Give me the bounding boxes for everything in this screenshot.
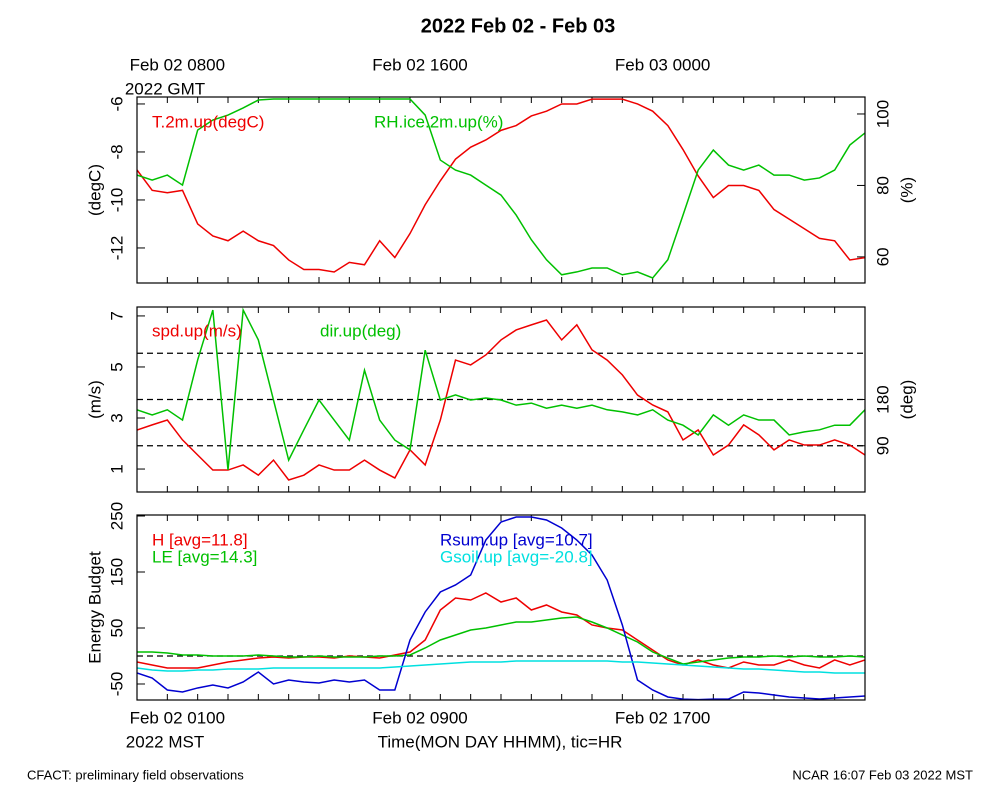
y2-tick-label: 90 <box>873 436 892 455</box>
y-tick-label: -6 <box>107 96 126 111</box>
plot-frame <box>136 96 866 284</box>
series-line <box>137 592 865 669</box>
x-axis-label: Time(MON DAY HHMM), tic=HR <box>378 732 623 751</box>
top-x-tick-label: Feb 03 0000 <box>615 55 710 74</box>
chart-title: 2022 Feb 02 - Feb 03 <box>421 15 616 37</box>
y-tick-label: -8 <box>107 144 126 159</box>
y-tick-label: 1 <box>107 464 126 473</box>
legend-label: RH.ice.2m.up(%) <box>374 112 503 131</box>
legend-label: Rsum.up [avg=10.7] <box>440 530 593 549</box>
y2-axis-label: (deg) <box>897 380 916 420</box>
plot-frame <box>136 306 866 493</box>
legend-label: LE [avg=14.3] <box>152 547 257 566</box>
footer-right: NCAR 16:07 Feb 03 2022 MST <box>792 767 973 782</box>
y-tick-label: 50 <box>107 619 126 638</box>
y-tick-label: 150 <box>107 558 126 586</box>
y-axis-label: (m/s) <box>85 380 104 419</box>
legend-label: Gsoil.up [avg=-20.8] <box>440 547 593 566</box>
top-x-tick-label: Feb 02 0800 <box>130 55 225 74</box>
y-tick-label: -50 <box>107 672 126 697</box>
plot-frame <box>136 514 866 701</box>
y-tick-label: -10 <box>107 188 126 213</box>
y-tick-label: 250 <box>107 502 126 530</box>
y-tick-label: 3 <box>107 413 126 422</box>
legend-label: dir.up(deg) <box>320 321 401 340</box>
y2-tick-label: 80 <box>873 176 892 195</box>
series-line <box>137 319 865 481</box>
legend-label: T.2m.up(degC) <box>152 112 264 131</box>
y-axis-label: Energy Budget <box>85 551 104 664</box>
y2-tick-label: 100 <box>873 100 892 128</box>
x-tick-label: Feb 02 0100 <box>130 708 225 727</box>
x-tick-label: Feb 02 0900 <box>372 708 467 727</box>
series-line <box>137 98 865 279</box>
legend-label: spd.up(m/s) <box>152 321 242 340</box>
x-tick-label: Feb 02 1700 <box>615 708 710 727</box>
series-line <box>137 616 865 665</box>
x-year-label: 2022 MST <box>126 732 204 751</box>
series-line <box>137 307 865 470</box>
y-tick-label: 5 <box>107 362 126 371</box>
footer-left: CFACT: preliminary field observations <box>27 767 244 782</box>
series-line <box>137 660 865 674</box>
y2-axis-label: (%) <box>897 177 916 203</box>
y-tick-label: 7 <box>107 311 126 320</box>
top-x-axis-label: 2022 GMT <box>125 79 205 98</box>
y2-tick-label: 60 <box>873 247 892 266</box>
top-x-tick-label: Feb 02 1600 <box>372 55 467 74</box>
series-line <box>137 516 865 700</box>
series-line <box>137 98 865 273</box>
legend-label: H [avg=11.8] <box>152 530 248 549</box>
y-axis-label: (degC) <box>85 164 104 216</box>
y2-tick-label: 180 <box>873 385 892 413</box>
y-tick-label: -12 <box>107 236 126 261</box>
